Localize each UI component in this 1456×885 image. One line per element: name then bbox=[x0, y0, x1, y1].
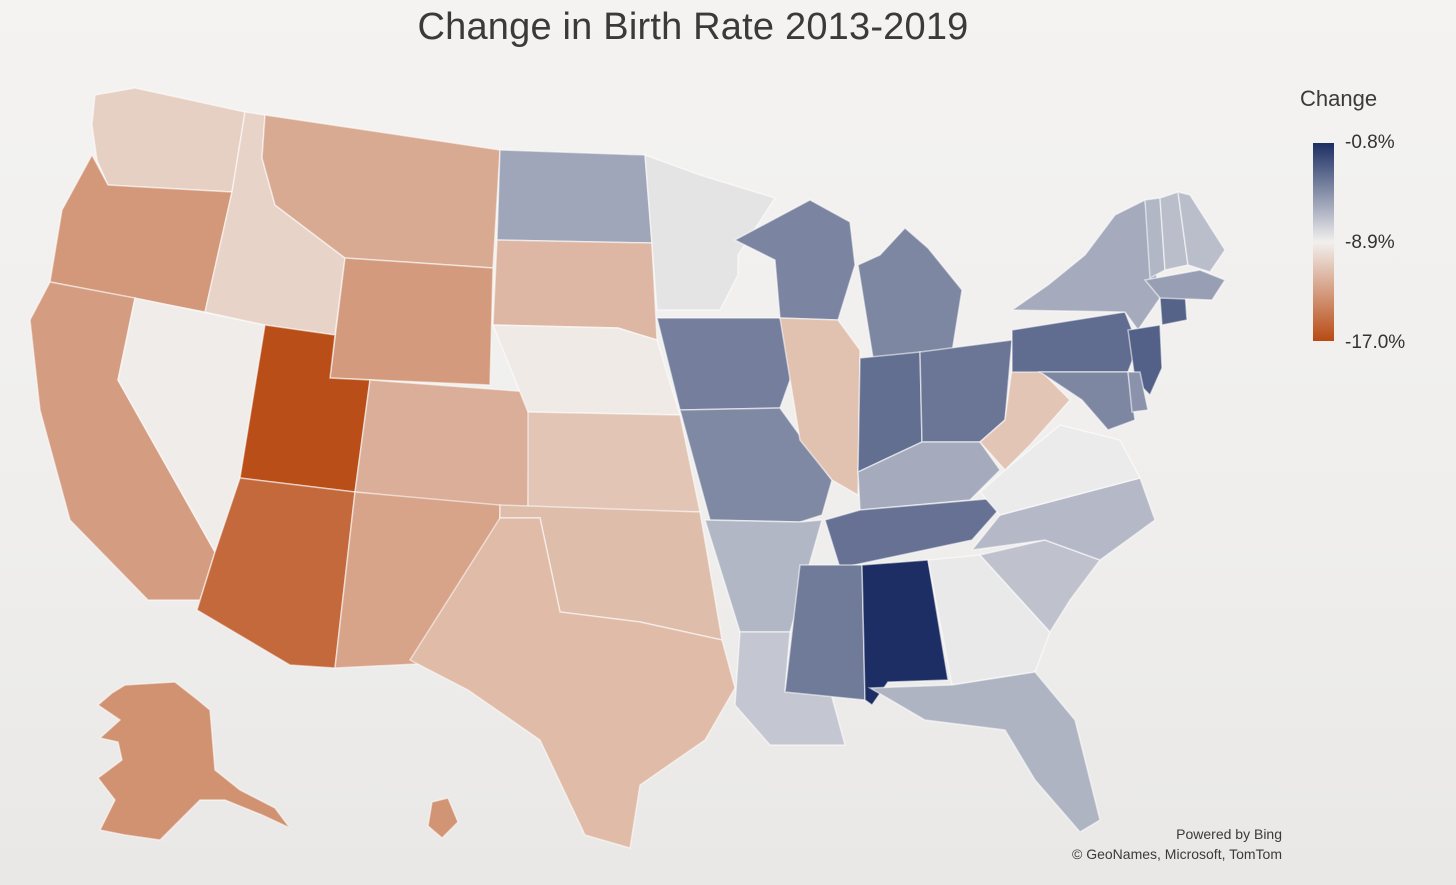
state-region-il[interactable] bbox=[779, 317, 861, 497]
legend-color-scale bbox=[1313, 143, 1334, 341]
attribution-copyright: © GeoNames, Microsoft, TomTom bbox=[1072, 846, 1282, 862]
attribution-powered-by: Powered by Bing bbox=[1176, 826, 1282, 842]
state-region-ny[interactable] bbox=[1009, 198, 1161, 332]
legend-max-label: -0.8% bbox=[1345, 132, 1395, 153]
state-region-ms[interactable] bbox=[784, 564, 866, 701]
state-region-wa[interactable] bbox=[91, 87, 246, 193]
state-region-de[interactable] bbox=[1127, 371, 1149, 413]
state-region-ks[interactable] bbox=[527, 411, 701, 513]
map-title: Change in Birth Rate 2013-2019 bbox=[417, 6, 969, 48]
state-region-tn[interactable] bbox=[824, 496, 1012, 569]
state-region-hi[interactable] bbox=[427, 797, 459, 840]
legend-title: Change bbox=[1300, 86, 1378, 111]
state-region-pa[interactable] bbox=[1011, 311, 1139, 373]
state-region-ak[interactable] bbox=[96, 681, 291, 841]
legend-min-label: -17.0% bbox=[1345, 332, 1406, 353]
state-region-wy[interactable] bbox=[329, 257, 494, 386]
state-region-fl[interactable] bbox=[867, 671, 1101, 833]
state-region-ma[interactable] bbox=[1143, 269, 1227, 301]
state-region-md[interactable] bbox=[1037, 371, 1136, 431]
state-region-wv[interactable] bbox=[978, 367, 1072, 472]
legend-mid-label: -8.9% bbox=[1345, 232, 1395, 253]
state-region-la[interactable] bbox=[734, 631, 846, 746]
state-region-mi[interactable] bbox=[857, 226, 963, 359]
state-region-me[interactable] bbox=[1177, 191, 1226, 273]
state-region-ga[interactable] bbox=[927, 554, 1051, 686]
state-region-ne[interactable] bbox=[491, 324, 682, 416]
state-region-sc[interactable] bbox=[978, 539, 1102, 634]
state-region-mn[interactable] bbox=[644, 153, 777, 311]
state-region-wi[interactable] bbox=[733, 199, 856, 321]
state-region-tx[interactable] bbox=[408, 517, 736, 849]
state-region-co[interactable] bbox=[354, 379, 531, 513]
map-attribution: Powered by Bing © GeoNames, Microsoft, T… bbox=[1010, 824, 1282, 864]
state-region-ia[interactable] bbox=[656, 317, 801, 411]
state-region-nd[interactable] bbox=[496, 149, 653, 244]
